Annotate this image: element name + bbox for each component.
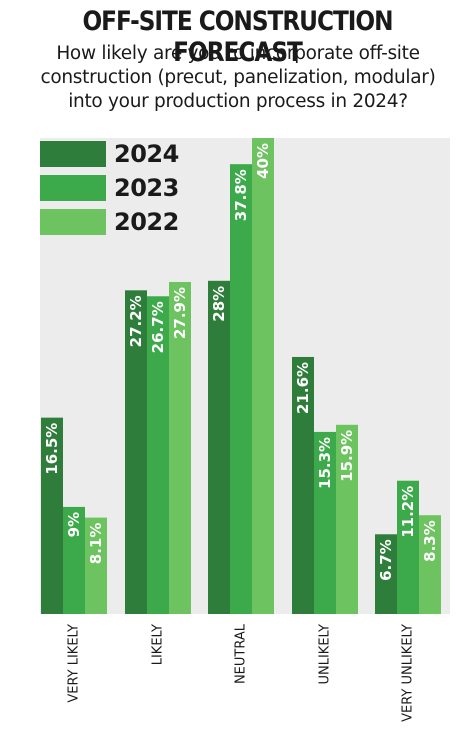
- value-label-2024-likely: 27.2%: [127, 295, 145, 347]
- bar-2023-very-likely: [63, 506, 85, 614]
- subtitle-line-1: How likely are you to incorporate off-si…: [56, 43, 420, 64]
- legend-item-2024: 2024: [40, 138, 179, 170]
- value-label-2022-very-likely: 8.1%: [87, 523, 105, 565]
- value-label-2022-unlikely: 15.9%: [338, 430, 356, 482]
- bar-2024-very-likely: [41, 417, 63, 614]
- legend-swatch-2023: [40, 175, 106, 201]
- chart-title: OFF-SITE CONSTRUCTION FORECAST: [82, 6, 393, 68]
- legend-label-2023: 2023: [114, 174, 179, 202]
- value-label-2023-very-likely: 9%: [65, 512, 83, 537]
- bar-2022-very-unlikely: [419, 515, 441, 614]
- legend-swatch-2022: [40, 209, 106, 235]
- value-label-2023-neutral: 37.8%: [232, 169, 250, 221]
- bar-2022-very-likely: [85, 517, 107, 614]
- legend: 2024 2023 2022: [40, 138, 179, 240]
- legend-item-2022: 2022: [40, 206, 179, 238]
- value-label-2024-very-unlikely: 6.7%: [377, 539, 395, 581]
- legend-item-2023: 2023: [40, 172, 179, 204]
- legend-label-2022: 2022: [114, 208, 179, 236]
- value-label-2024-very-likely: 16.5%: [43, 423, 61, 475]
- bars-group: 16.5% 9% 8.1% 27.2% 26.7% 27.9% 28% 37.8%40% 21.…: [41, 138, 441, 614]
- category-label-neutral: NEUTRAL: [234, 623, 249, 684]
- chart-subtitle: How likely are you to incorporate off-si…: [18, 42, 458, 114]
- value-label-2023-unlikely: 15.3%: [316, 437, 334, 489]
- category-label-very-unlikely: VERY UNLIKELY: [401, 624, 416, 722]
- value-label-2024-neutral: 28%: [210, 286, 228, 322]
- category-label-unlikely: UNLIKELY: [318, 624, 333, 685]
- bar-2023-unlikely: [314, 431, 336, 614]
- bar-2023-very-unlikely: [397, 480, 419, 614]
- bar-2023-likely: [147, 296, 169, 614]
- bar-2024-unlikely: [292, 356, 314, 614]
- value-label-2023-likely: 26.7%: [149, 301, 167, 353]
- value-label-2022-likely: 27.9%: [171, 287, 189, 339]
- subtitle-line-2: construction (precut, panelization, modu…: [40, 67, 436, 88]
- bar-2024-likely: [125, 290, 147, 614]
- bar-2024-very-unlikely: [375, 534, 397, 614]
- bar-2024-neutral: [208, 280, 230, 614]
- value-label-2024-unlikely: 21.6%: [294, 362, 312, 414]
- value-label-2023-very-unlikely: 11.2%: [399, 486, 417, 538]
- bar-2023-neutral: [230, 164, 252, 614]
- bar-2022-neutral: [252, 138, 274, 614]
- category-labels: VERY LIKELY LIKELY NEUTRAL UNLIKELY VERY UNL…: [67, 623, 416, 722]
- value-label-2022-neutral: 40%: [254, 143, 272, 179]
- value-label-2022-very-unlikely: 8.3%: [421, 520, 439, 562]
- bar-2022-unlikely: [336, 424, 358, 614]
- bar-2022-likely: [169, 281, 191, 614]
- legend-label-2024: 2024: [114, 140, 179, 168]
- legend-swatch-2024: [40, 141, 106, 167]
- category-label-very-likely: VERY LIKELY: [67, 624, 82, 703]
- subtitle-line-3: into your production process in 2024?: [68, 91, 408, 112]
- category-label-likely: LIKELY: [151, 624, 166, 665]
